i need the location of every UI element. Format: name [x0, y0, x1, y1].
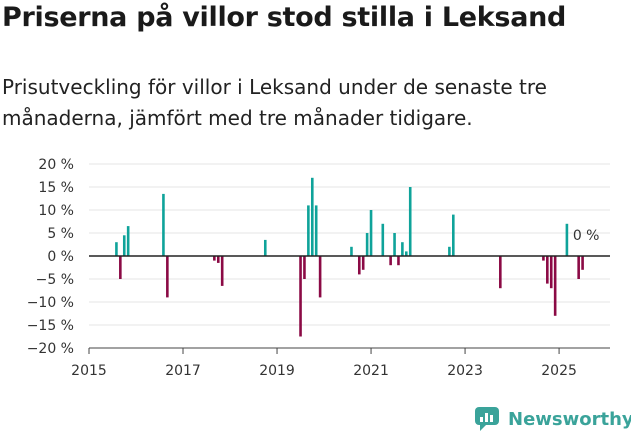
bar-positive	[162, 193, 165, 256]
x-tick-label: 2019	[259, 363, 295, 379]
bar-negative	[220, 256, 224, 286]
y-tick-label: 5 %	[47, 226, 74, 242]
x-tick-label: 2015	[71, 363, 107, 379]
bar-positive	[393, 233, 396, 256]
bar-negative	[303, 256, 306, 279]
bar-negative	[577, 256, 580, 279]
bar-negative	[213, 256, 216, 261]
bar-positive	[126, 226, 130, 256]
x-tick-label: 2021	[353, 363, 389, 379]
bar-negative	[549, 256, 553, 289]
bar-positive	[565, 223, 569, 256]
bar-negative	[546, 256, 549, 284]
bar-negative	[581, 256, 584, 270]
y-tick-label: −15 %	[27, 318, 74, 334]
bar-negative	[397, 256, 400, 266]
bar-positive	[448, 246, 451, 256]
bar-positive	[408, 187, 412, 256]
bar-negative	[499, 256, 502, 289]
bar-positive	[452, 214, 455, 256]
bar-positive	[369, 210, 373, 256]
bar-positive	[115, 242, 118, 256]
y-tick-label: −10 %	[27, 295, 74, 311]
x-tick-label: 2017	[165, 363, 201, 379]
bar-positive	[350, 246, 353, 256]
bar-negative	[389, 256, 392, 266]
bar-negative	[166, 256, 169, 298]
bar-negative	[119, 256, 122, 279]
newsworthy-logo-text: Newsworthy	[508, 408, 631, 430]
bar-negative	[318, 256, 322, 298]
bar-positive	[365, 233, 369, 256]
y-tick-label: 15 %	[38, 180, 74, 196]
newsworthy-logo-icon	[475, 407, 499, 431]
last-value-annotation: 0 %	[573, 228, 600, 244]
bar-negative	[542, 256, 545, 261]
bar-negative	[216, 256, 220, 263]
bar-positive	[310, 177, 314, 256]
chart-subtitle: Prisutveckling för villor i Leksand unde…	[2, 75, 547, 130]
x-tick-label: 2025	[541, 363, 577, 379]
chart-title: Priserna på villor stod stilla i Leksand	[2, 2, 567, 33]
y-tick-label: 0 %	[47, 249, 74, 265]
bar-negative	[553, 256, 557, 316]
bar-positive	[401, 242, 404, 256]
bar-positive	[307, 205, 310, 256]
y-tick-label: 20 %	[38, 157, 74, 173]
x-tick-label: 2023	[447, 363, 483, 379]
bar-positive	[405, 251, 408, 256]
bar-positive	[314, 205, 318, 256]
y-tick-label: 10 %	[38, 203, 74, 219]
y-tick-label: −20 %	[27, 341, 74, 357]
newsworthy-logo: Newsworthy	[474, 406, 631, 432]
bar-negative	[357, 256, 361, 275]
bar-positive	[381, 223, 385, 256]
y-tick-label: −5 %	[36, 272, 74, 288]
bar-positive	[122, 235, 126, 256]
bar-positive	[263, 239, 267, 256]
bar-negative	[299, 256, 302, 337]
bar-negative	[361, 256, 365, 270]
